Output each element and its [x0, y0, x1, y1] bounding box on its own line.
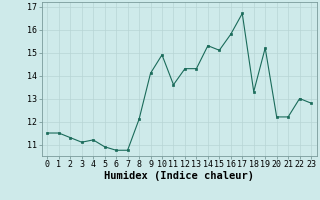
X-axis label: Humidex (Indice chaleur): Humidex (Indice chaleur) [104, 171, 254, 181]
